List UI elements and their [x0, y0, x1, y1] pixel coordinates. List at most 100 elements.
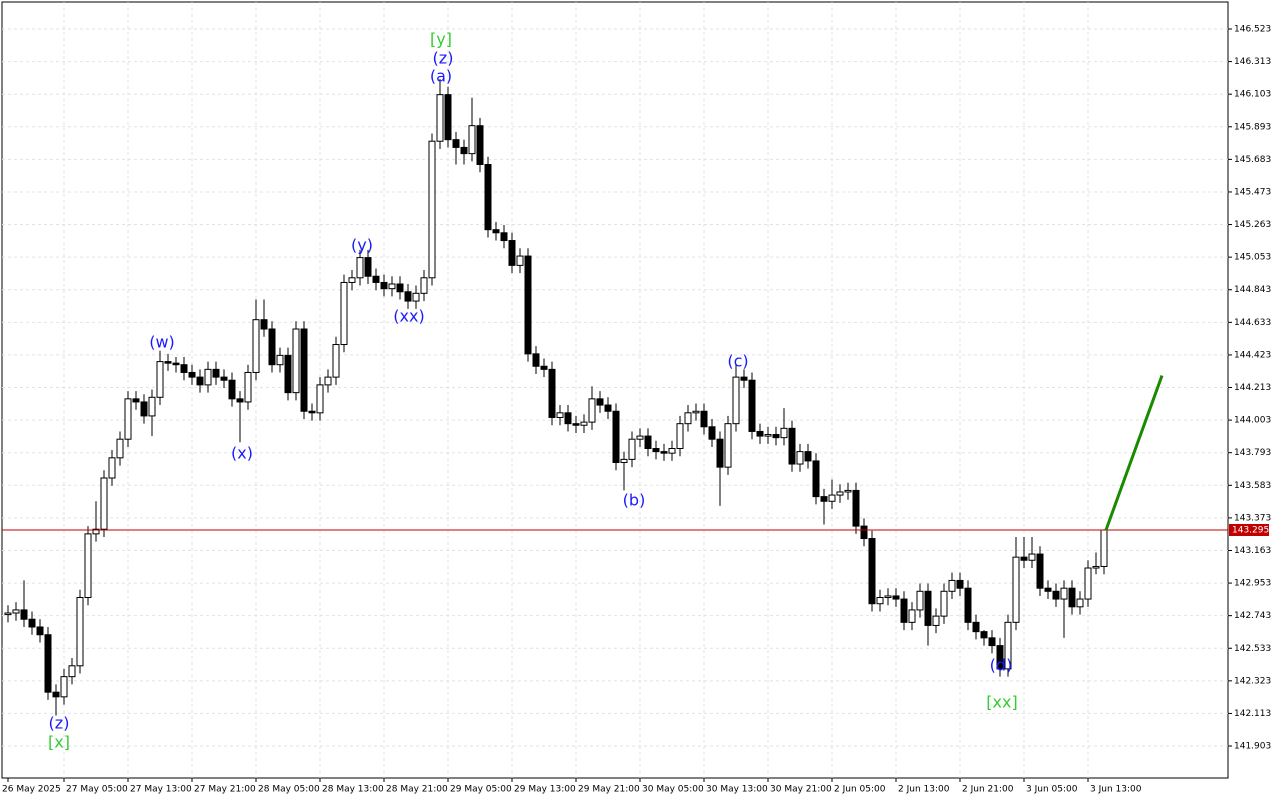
candle-body: [524, 255, 532, 355]
candle-body: [956, 579, 964, 589]
x-tick-label: 30 May 05:00: [642, 785, 704, 795]
candle-body: [92, 528, 100, 535]
candle-body: [244, 371, 252, 403]
candle-body: [332, 344, 340, 378]
candle-body: [1084, 567, 1092, 600]
y-tick-label: 142.533: [1234, 644, 1271, 654]
candle-body: [4, 612, 12, 616]
candle-body: [852, 489, 860, 527]
candle-body: [748, 379, 756, 432]
x-tick-label: 28 May 13:00: [322, 785, 384, 795]
x-tick-label: 27 May 05:00: [66, 785, 128, 795]
wave-label: (y): [351, 236, 373, 255]
wave-label: (z): [433, 49, 454, 68]
wave-label: (b): [623, 491, 646, 510]
wave-label: (w): [149, 333, 175, 352]
candle-body: [724, 423, 732, 468]
current-price-box: [1229, 523, 1269, 536]
candle-body: [108, 457, 116, 479]
candle-body: [20, 609, 28, 620]
y-tick-label: 143.163: [1234, 546, 1271, 556]
y-tick-label: 144.003: [1234, 416, 1271, 426]
candle-body: [892, 595, 900, 600]
x-tick-label: 3 Jun 05:00: [1026, 785, 1078, 795]
wave-label: (x): [231, 444, 253, 463]
candle-body: [324, 376, 332, 386]
candle-body: [52, 691, 60, 698]
candle-body: [292, 328, 300, 394]
y-tick-label: 144.213: [1234, 383, 1271, 393]
candle-body: [132, 398, 140, 403]
x-tick-label: 29 May 13:00: [514, 785, 576, 795]
candle-body: [212, 368, 220, 378]
candle-body: [12, 609, 20, 614]
candle-body: [484, 163, 492, 231]
candle-body: [828, 494, 836, 502]
candle-body: [84, 533, 92, 599]
y-tick-label: 145.893: [1234, 122, 1271, 132]
candle-body: [900, 598, 908, 623]
x-tick-label: 28 May 21:00: [386, 785, 448, 795]
candle-body: [804, 451, 812, 462]
candle-body: [708, 426, 716, 440]
candle-body: [812, 460, 820, 498]
wave-label: (c): [727, 352, 748, 371]
candle-body: [1060, 587, 1068, 600]
x-tick-label: 27 May 21:00: [194, 785, 256, 795]
wave-label: (d): [990, 656, 1013, 675]
candle-body: [636, 435, 644, 440]
candle-body: [60, 676, 68, 698]
candle-body: [68, 665, 76, 678]
candle-body: [916, 590, 924, 611]
candle-body: [548, 368, 556, 418]
candle-body: [988, 637, 996, 647]
candle-body: [652, 448, 660, 453]
wave-label: (xx): [393, 307, 424, 326]
candle-body: [36, 626, 44, 636]
candle-body: [220, 376, 228, 381]
y-tick-label: 142.323: [1234, 676, 1271, 686]
candle-body: [516, 255, 524, 266]
y-tick-label: 146.523: [1234, 25, 1271, 35]
y-tick-label: 146.313: [1234, 57, 1271, 67]
candle-body: [540, 365, 548, 370]
wave-label: (a): [430, 67, 452, 86]
candle-body: [204, 368, 212, 386]
y-tick-label: 142.113: [1234, 709, 1271, 719]
candle-body: [1020, 556, 1028, 561]
candle-body: [28, 618, 36, 628]
candle-body: [772, 434, 780, 439]
candle-body: [1036, 553, 1044, 589]
candle-body: [612, 410, 620, 463]
y-tick-label: 143.793: [1234, 448, 1271, 458]
y-tick-label: 142.953: [1234, 579, 1271, 589]
candle-body: [684, 412, 692, 425]
candle-body: [356, 257, 364, 279]
candle-body: [796, 451, 804, 465]
candle-body: [44, 634, 52, 693]
wave-label: [x]: [48, 733, 70, 752]
x-tick-label: 29 May 05:00: [450, 785, 512, 795]
candle-body: [340, 281, 348, 346]
candle-body: [732, 376, 740, 425]
candle-body: [876, 597, 884, 605]
candle-body: [500, 232, 508, 242]
candle-body: [300, 328, 308, 412]
candle-body: [508, 240, 516, 266]
candle-body: [436, 94, 444, 142]
candle-body: [404, 291, 412, 302]
x-tick-label: 2 Jun 21:00: [962, 785, 1014, 795]
candle-body: [700, 410, 708, 428]
candle-body: [1092, 565, 1100, 569]
candle-body: [556, 412, 564, 418]
y-tick-label: 144.423: [1234, 350, 1271, 360]
candle-body: [820, 496, 828, 502]
y-tick-label: 141.903: [1234, 742, 1271, 752]
wave-label: [y]: [430, 30, 452, 49]
candle-body: [1100, 529, 1108, 567]
x-tick-label: 26 May 2025: [2, 785, 61, 795]
candle-body: [380, 281, 388, 290]
candle-body: [100, 477, 108, 530]
y-tick-label: 145.473: [1234, 187, 1271, 197]
candle-body: [180, 364, 188, 373]
